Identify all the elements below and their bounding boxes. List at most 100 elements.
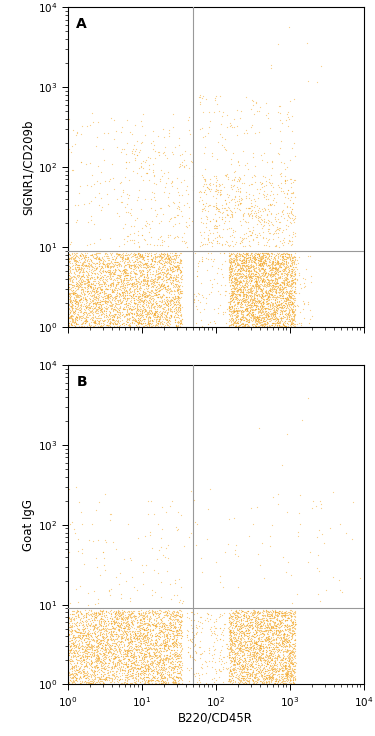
Point [276, 284, 282, 296]
Point [250, 616, 256, 628]
Point [255, 303, 261, 315]
Point [142, 657, 148, 668]
Point [242, 281, 248, 293]
Point [142, 651, 148, 662]
Point [132, 633, 138, 645]
Point [292, 269, 298, 280]
Point [271, 663, 277, 675]
Point [156, 620, 162, 632]
Point [80, 311, 86, 323]
Point [273, 272, 279, 283]
Point [263, 660, 269, 672]
Point [284, 308, 290, 319]
Point [144, 286, 150, 297]
Point [226, 292, 232, 304]
Point [177, 287, 183, 299]
Point [93, 641, 99, 653]
Point [78, 299, 84, 311]
Point [265, 291, 271, 303]
Point [241, 629, 247, 641]
Point [252, 262, 258, 274]
Point [69, 671, 75, 683]
Point [97, 608, 103, 620]
Point [88, 278, 94, 290]
Point [210, 652, 216, 664]
Point [247, 265, 253, 277]
Point [197, 90, 203, 102]
Point [138, 250, 144, 262]
Point [241, 296, 247, 308]
Point [152, 620, 158, 631]
Point [286, 309, 292, 321]
Point [144, 631, 150, 643]
Point [297, 489, 303, 500]
Point [289, 305, 295, 317]
Point [83, 644, 89, 656]
Point [192, 639, 198, 651]
Point [112, 265, 118, 277]
Point [127, 633, 133, 645]
Point [125, 637, 131, 648]
Point [260, 274, 266, 286]
Point [168, 261, 174, 273]
Point [253, 627, 259, 639]
Point [245, 627, 251, 639]
Point [98, 267, 104, 279]
Point [136, 252, 142, 264]
Point [264, 293, 270, 305]
Point [143, 663, 149, 675]
Point [132, 261, 138, 272]
Point [137, 144, 143, 156]
Point [268, 637, 274, 648]
Point [175, 621, 181, 633]
Point [108, 300, 114, 312]
Point [128, 251, 134, 263]
Point [246, 621, 252, 633]
Point [226, 301, 232, 313]
Point [241, 275, 247, 286]
Point [228, 626, 234, 638]
Point [179, 597, 185, 609]
Point [70, 674, 76, 686]
Point [139, 675, 145, 687]
Point [253, 261, 259, 273]
Point [162, 252, 168, 263]
Point [164, 314, 170, 326]
Point [164, 648, 170, 660]
Point [102, 625, 108, 637]
Point [237, 312, 243, 324]
Point [101, 127, 107, 138]
Point [266, 265, 272, 277]
Point [170, 625, 176, 637]
Point [93, 621, 99, 633]
Point [174, 320, 180, 332]
Point [257, 559, 263, 571]
Point [145, 643, 151, 655]
Point [105, 268, 111, 280]
Point [291, 657, 297, 668]
Point [131, 297, 137, 309]
Point [243, 294, 249, 305]
Point [323, 584, 329, 596]
Point [123, 267, 129, 279]
Point [228, 665, 234, 676]
Point [265, 605, 271, 617]
Point [173, 613, 179, 625]
Point [148, 271, 154, 283]
Point [231, 174, 237, 186]
Point [277, 258, 283, 269]
Point [172, 309, 178, 321]
Point [279, 670, 285, 682]
Point [277, 259, 283, 271]
Point [68, 251, 74, 263]
Point [260, 250, 266, 261]
Point [241, 633, 247, 645]
Point [210, 213, 216, 225]
Point [254, 655, 260, 667]
Point [222, 289, 228, 301]
Point [151, 508, 157, 520]
Point [72, 640, 78, 651]
Point [81, 640, 87, 652]
Point [275, 213, 281, 224]
Point [84, 247, 90, 259]
